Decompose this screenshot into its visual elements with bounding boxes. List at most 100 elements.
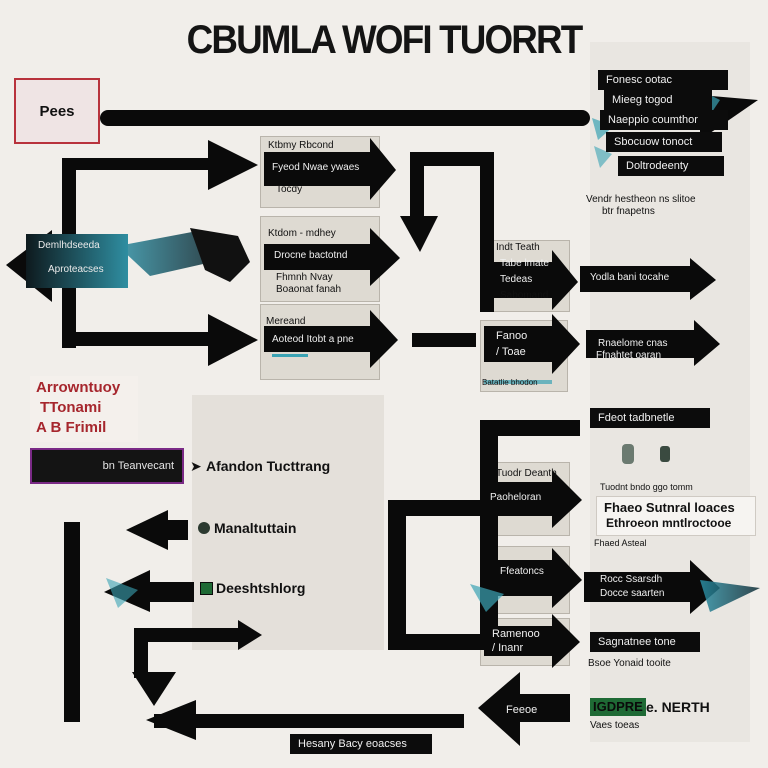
mini-arrow-2-shaft [134, 582, 194, 602]
card1-row1: Fyeod Nwae ywaes [272, 162, 360, 173]
card2-row2: Fhmnh Nvay [276, 272, 333, 283]
right-list-item-2[interactable]: Mieeg togod [604, 90, 712, 110]
left-teal-line2: Aproteacses [48, 264, 104, 275]
lower-right-row-f: Ramenoo [492, 628, 540, 640]
card1-head: Ktbmy Rbcond [268, 140, 334, 151]
lower-right-card-top-text: Tuodr Deanth [496, 468, 557, 479]
arrow-frame-bottom [208, 314, 258, 366]
teal-mini-2 [106, 578, 138, 608]
center-lower-line2: / Toae [496, 346, 526, 358]
teal-swoosh-left [118, 232, 212, 276]
arrow-right-box [584, 560, 720, 614]
bottom-label[interactable]: Hesany Bacy eoacses [290, 734, 432, 754]
circle-icon [198, 522, 210, 534]
mini-vert-4 [134, 628, 148, 678]
e-bottom [388, 634, 498, 650]
right-mid-c: Ffnahtet oaran [596, 350, 662, 361]
lower-right-row-g: / Inanr [492, 642, 524, 654]
mini-arrow-3 [238, 620, 262, 650]
arrow-frame-top [208, 140, 258, 190]
arrow-center-lower [484, 314, 580, 374]
card2-row1: Drocne bactotnd [274, 250, 348, 261]
card3-row1: Aoteod Itobt a pne [272, 334, 354, 345]
hook-top [410, 152, 494, 166]
left-red-line2: TTonami [40, 399, 102, 416]
center-lower-line1: Fanoo [496, 330, 528, 342]
mid-left-row-3[interactable]: Deeshtshlorg [216, 580, 306, 596]
mid-connector [412, 333, 476, 347]
e-vert-right [480, 420, 498, 650]
center-lower-footer: Batatlie bhodon [482, 378, 538, 387]
arrow-e-3 [484, 614, 580, 668]
teal-e-2 [470, 584, 504, 612]
mid-left-row-2[interactable]: Manaltuttain [214, 520, 297, 536]
left-frame-bottom [62, 332, 212, 346]
teal-line-center [484, 380, 552, 384]
hook-left-vert [410, 152, 424, 222]
arrow-right-mid [580, 258, 716, 300]
lower-right-row-i: Bsoe Yonaid tooite [588, 658, 671, 669]
lower-right-card-small: Tuodnt bndo ggo tomm [600, 482, 693, 492]
left-teal-line1: Demlhdseeda [38, 240, 100, 251]
left-red-line1: Arrowntuoy [36, 379, 121, 396]
mini-bar-3 [134, 628, 244, 642]
right-list-item-5[interactable]: Doltrodeenty [618, 156, 724, 176]
center-lower-panel [192, 395, 384, 650]
lower-right-header[interactable]: Fdeot tadbnetle [590, 408, 710, 428]
lower-right-box-title: Fhaeo Sutnral loaces [604, 500, 735, 515]
card1-row2: Tocdy [276, 184, 303, 195]
teal-line-card [272, 354, 308, 357]
lower-right-box [596, 496, 756, 536]
center-card-line1: Indt Teath [496, 242, 540, 253]
bottom-right-label: Feeoe [506, 704, 538, 716]
right-list-item-1[interactable]: Fonesc ootac [598, 70, 728, 90]
e-mid [388, 500, 498, 516]
arrow-icon: ➤ [190, 458, 202, 474]
mid-left-row-1[interactable]: Afandon Tucttrang [206, 458, 331, 474]
right-mid-a: Yodla bani tocahe [590, 272, 670, 283]
bottom-left-bar [154, 714, 464, 728]
bottom-right-green: IGDPRE [590, 698, 646, 716]
e-top [480, 420, 580, 436]
top-bar [100, 110, 590, 126]
lower-right-row-c: Rocc Ssarsdh [600, 574, 663, 585]
center-card-line3: Tedeas [500, 274, 533, 285]
arrow-card3 [264, 310, 398, 368]
pin-icon [660, 446, 670, 462]
bottom-left-vert [64, 522, 80, 722]
bottom-right-north: e. NERTH [646, 699, 710, 715]
left-cta-button[interactable]: bn Teanvecant [30, 448, 184, 484]
arrow-e-2 [484, 548, 582, 608]
right-note-line2: btr fnapetns [602, 206, 655, 217]
arrow-card2 [264, 228, 400, 286]
lower-right-row-d: Docce saarten [600, 588, 665, 599]
arrow-e-1 [484, 470, 582, 528]
center-card-line4: Sabomand [500, 290, 549, 301]
mini-arrow-4 [132, 672, 176, 706]
arrow-bottom-right [478, 672, 520, 746]
card3-head: Mereand [266, 316, 306, 327]
lower-right-row-e: Ffeatoncs [500, 566, 544, 577]
right-list-item-4[interactable]: Sbocuow tonoct [606, 132, 722, 152]
card2-head: Ktdom - mdhey [268, 228, 336, 239]
lower-right-row-h[interactable]: Sagnatnee tone [590, 632, 700, 652]
left-teal-label [26, 234, 128, 288]
left-red-text-box [30, 376, 138, 442]
top-left-box[interactable]: Pees [14, 78, 100, 144]
arrow-card1 [264, 138, 396, 200]
teal-accent-2 [594, 146, 612, 168]
diagram-title: CBUMLA WOFI TUORRT [186, 18, 584, 62]
right-list-item-3[interactable]: Naeppio coumthor [600, 110, 728, 130]
lower-right-row-a: Paoheloran [490, 492, 542, 503]
arrow-bottom-left [146, 700, 196, 740]
e-vert-left [388, 500, 406, 650]
arrow-right-lower [586, 320, 720, 366]
center-card-line2: Tabe lmate [500, 258, 549, 269]
hook-down-arrow [400, 216, 438, 252]
dark-swoosh-left [190, 228, 250, 282]
right-mid-b: Rnaelome cnas [598, 338, 668, 349]
checkbox-icon [200, 582, 213, 595]
right-note-line1: Vendr hestheon ns slitoe [586, 194, 696, 205]
lower-right-row-b: Fhaed Asteal [594, 538, 647, 548]
